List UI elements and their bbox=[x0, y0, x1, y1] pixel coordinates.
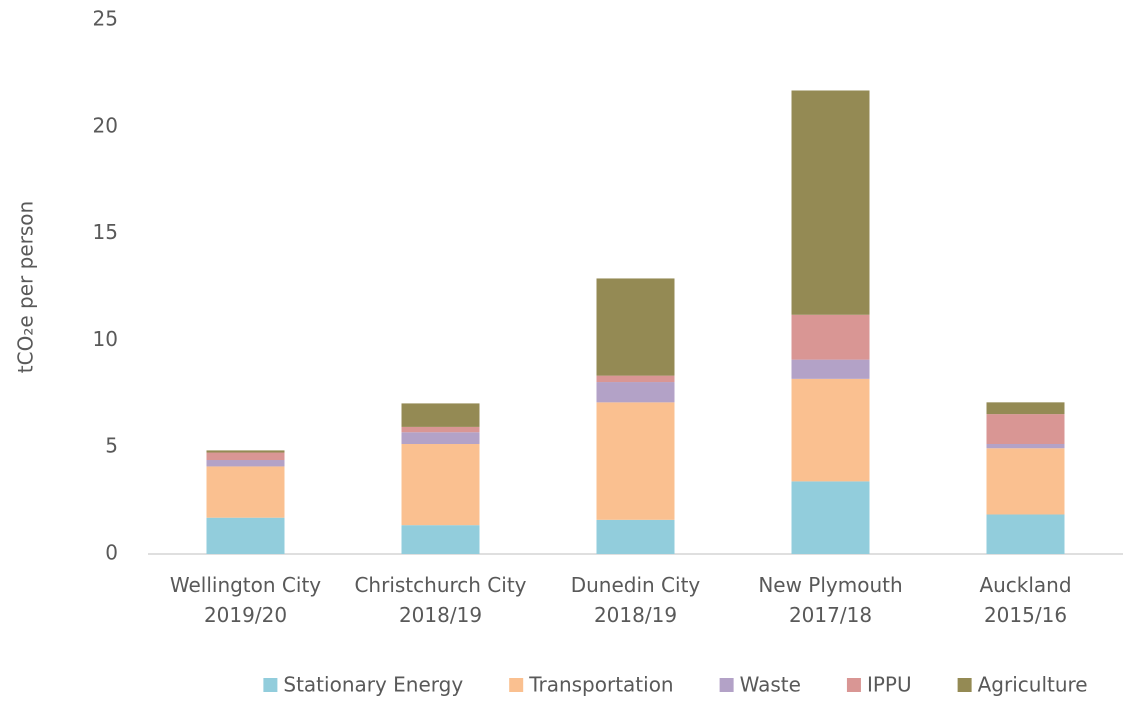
bar-segment bbox=[986, 443, 1065, 449]
bar-segment bbox=[791, 90, 870, 315]
y-tick-label: 10 bbox=[93, 327, 118, 351]
x-tick-label: Dunedin City 2018/19 bbox=[570, 573, 701, 627]
bar-segment bbox=[206, 450, 285, 453]
bar-segment bbox=[206, 517, 285, 554]
legend-swatch bbox=[957, 678, 972, 692]
bar-segment bbox=[791, 314, 870, 360]
legend-label: IPPU bbox=[867, 673, 912, 697]
legend-label: Agriculture bbox=[978, 673, 1088, 697]
bar-segment bbox=[791, 481, 870, 554]
y-tick-label: 20 bbox=[93, 113, 118, 137]
legend-label: Transportation bbox=[528, 673, 673, 697]
bar-segment bbox=[986, 402, 1065, 415]
bar-segment bbox=[401, 426, 480, 433]
bar-segment bbox=[401, 525, 480, 554]
legend-label: Waste bbox=[740, 673, 801, 697]
bar-segment bbox=[206, 460, 285, 467]
bar-segment bbox=[596, 375, 675, 383]
bar-segment bbox=[986, 514, 1065, 554]
y-tick-label: 5 bbox=[105, 434, 118, 458]
x-tick-label: Wellington City 2019/20 bbox=[169, 573, 322, 627]
x-tick-label: Auckland 2015/16 bbox=[979, 573, 1072, 627]
legend-swatch bbox=[509, 678, 524, 692]
y-tick-label: 0 bbox=[105, 541, 118, 565]
bar-segment bbox=[791, 378, 870, 482]
bar-segment bbox=[401, 432, 480, 444]
y-tick-label: 25 bbox=[93, 7, 118, 31]
y-axis-label: tCO₂e per person bbox=[14, 201, 38, 373]
bar-segment bbox=[596, 402, 675, 520]
bar-segment bbox=[596, 278, 675, 376]
legend-swatch bbox=[846, 678, 861, 692]
y-tick-label: 15 bbox=[93, 220, 118, 244]
bar-segment bbox=[401, 443, 480, 526]
bar-segment bbox=[401, 403, 480, 427]
bar-segment bbox=[596, 382, 675, 403]
bar-segment bbox=[986, 448, 1065, 515]
bar-segment bbox=[986, 414, 1065, 444]
legend-swatch bbox=[719, 678, 734, 692]
bar-segment bbox=[206, 466, 285, 518]
x-tick-label: Christchurch City 2018/19 bbox=[354, 573, 527, 627]
legend-label: Stationary Energy bbox=[283, 673, 463, 697]
x-tick-label: New Plymouth 2017/18 bbox=[758, 573, 903, 627]
bar-segment bbox=[791, 359, 870, 379]
legend-swatch bbox=[263, 678, 278, 692]
bar-segment bbox=[596, 519, 675, 554]
bar-segment bbox=[206, 452, 285, 461]
